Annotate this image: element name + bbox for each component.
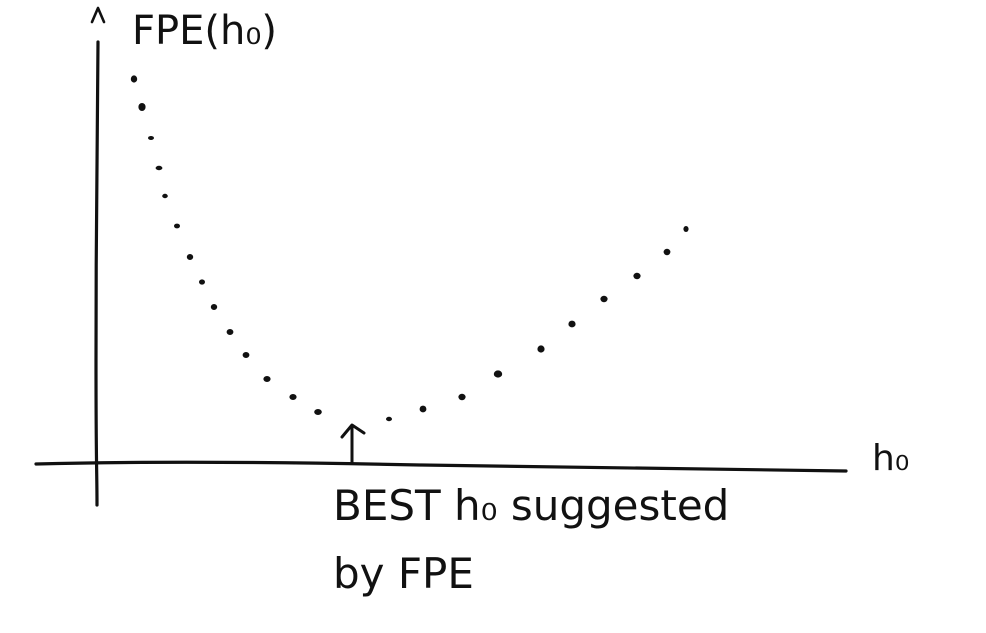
curve-dot [419,405,427,413]
x-axis-label: h₀ [872,438,909,479]
curve-dot [663,248,671,256]
fpe-curve-dots [130,75,689,422]
curve-dot [138,103,146,111]
curve-dot [314,409,322,415]
curve-dot [537,345,545,353]
curve-dot [210,304,218,310]
curve-dot [458,393,466,401]
curve-dot [289,394,297,400]
pointer-arrow-head [340,423,366,439]
curve-dot [600,295,608,303]
curve-dot [186,254,194,260]
best-h0-annotation-line2: by FPE [333,549,474,598]
minimum-pointer-arrow [340,423,366,464]
curve-dot [226,329,234,335]
y-axis-line [94,40,100,507]
curve-dot [683,226,689,232]
curve-dot [162,193,168,199]
curve-dot [174,223,180,229]
curve-dot [148,136,154,140]
curve-dot [242,352,250,358]
y-axis-arrowhead [90,6,106,24]
curve-dot [633,272,641,280]
curve-dot [263,376,271,382]
curve-dot [130,75,138,83]
best-h0-annotation-line1: BEST h₀ suggested [333,481,729,530]
curve-dot [155,165,163,171]
curve-dot [568,320,576,328]
curve-dot [199,279,205,285]
curve-dot [493,370,503,378]
x-axis-line [34,460,848,473]
curve-dot [386,416,392,422]
y-axis-label: FPE(h₀) [132,8,277,54]
